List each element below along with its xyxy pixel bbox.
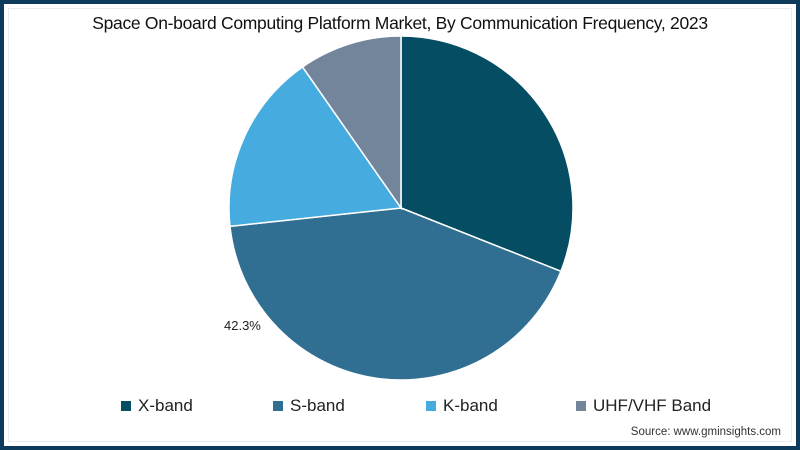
legend-swatch-icon xyxy=(273,401,283,411)
legend-label: X-band xyxy=(138,396,193,415)
chart-inner-border xyxy=(8,8,792,442)
chart-title: Space On-board Computing Platform Market… xyxy=(92,13,708,33)
chart-legend: X-band S-band K-band UHF/VHF Band xyxy=(0,396,800,418)
legend-swatch-icon xyxy=(576,401,586,411)
legend-swatch-icon xyxy=(426,401,436,411)
legend-item-uhf-vhf-band[interactable]: UHF/VHF Band xyxy=(576,396,711,416)
pie-slices xyxy=(228,35,574,381)
legend-item-k-band[interactable]: K-band xyxy=(426,396,498,416)
pie-slice-uhf-vhf-band[interactable] xyxy=(301,35,402,211)
pie-slice-k-band[interactable] xyxy=(228,65,403,228)
source-note: Source: www.gminsights.com xyxy=(630,426,781,438)
pie-slice-s-band[interactable] xyxy=(229,207,562,381)
legend-swatch-icon xyxy=(121,401,131,411)
s-band-percentage-label: 42.3% xyxy=(224,318,261,333)
legend-item-s-band[interactable]: S-band xyxy=(273,396,345,416)
pie-slice-x-band[interactable] xyxy=(400,35,574,273)
legend-label: K-band xyxy=(443,396,498,415)
legend-label: UHF/VHF Band xyxy=(593,396,712,415)
legend-item-x-band[interactable]: X-band xyxy=(121,396,193,416)
legend-label: S-band xyxy=(290,396,345,415)
